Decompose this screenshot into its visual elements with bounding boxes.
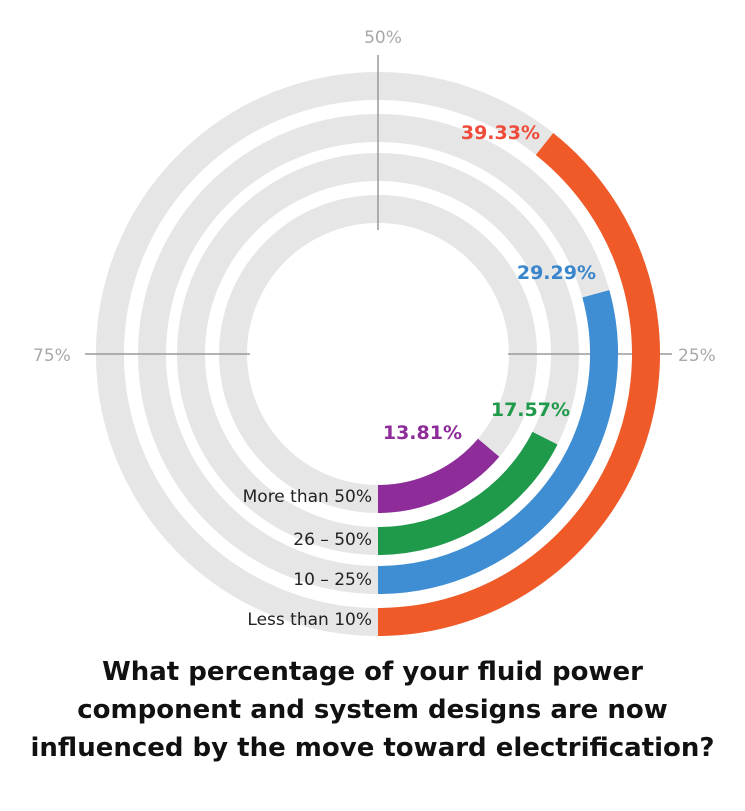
question-line-3: influenced by the move toward electrific…: [30, 733, 715, 763]
tick-label-50: 50%: [364, 28, 402, 48]
value-arc-1: [377, 133, 660, 636]
tick-label-25: 25%: [678, 346, 716, 366]
category-label-more-than-50: More than 50%: [243, 487, 372, 507]
value-arc-3: [377, 431, 558, 555]
value-label-10-25: 29.29%: [517, 262, 596, 284]
category-label-less-than-10: Less than 10%: [247, 610, 372, 630]
tick-label-75: 75%: [33, 346, 71, 366]
value-arcs: [377, 133, 660, 636]
value-label-more-than-50: 13.81%: [383, 422, 462, 444]
value-arc-2: [377, 290, 618, 594]
radial-bar-chart: 50% 75% 25% 39.33% 29.29% 17.57% 13.81% …: [33, 28, 716, 636]
value-label-less-than-10: 39.33%: [461, 122, 540, 144]
category-label-10-25: 10 – 25%: [293, 570, 372, 590]
question-line-1: What percentage of your fluid power: [102, 657, 643, 687]
question-line-2: component and system designs are now: [77, 695, 668, 725]
labels: 50% 75% 25% 39.33% 29.29% 17.57% 13.81% …: [33, 28, 716, 630]
value-arc-4: [377, 438, 500, 513]
chart-question-title: What percentage of your fluid power comp…: [0, 653, 745, 767]
value-label-26-50: 17.57%: [491, 399, 570, 421]
category-label-26-50: 26 – 50%: [293, 530, 372, 550]
